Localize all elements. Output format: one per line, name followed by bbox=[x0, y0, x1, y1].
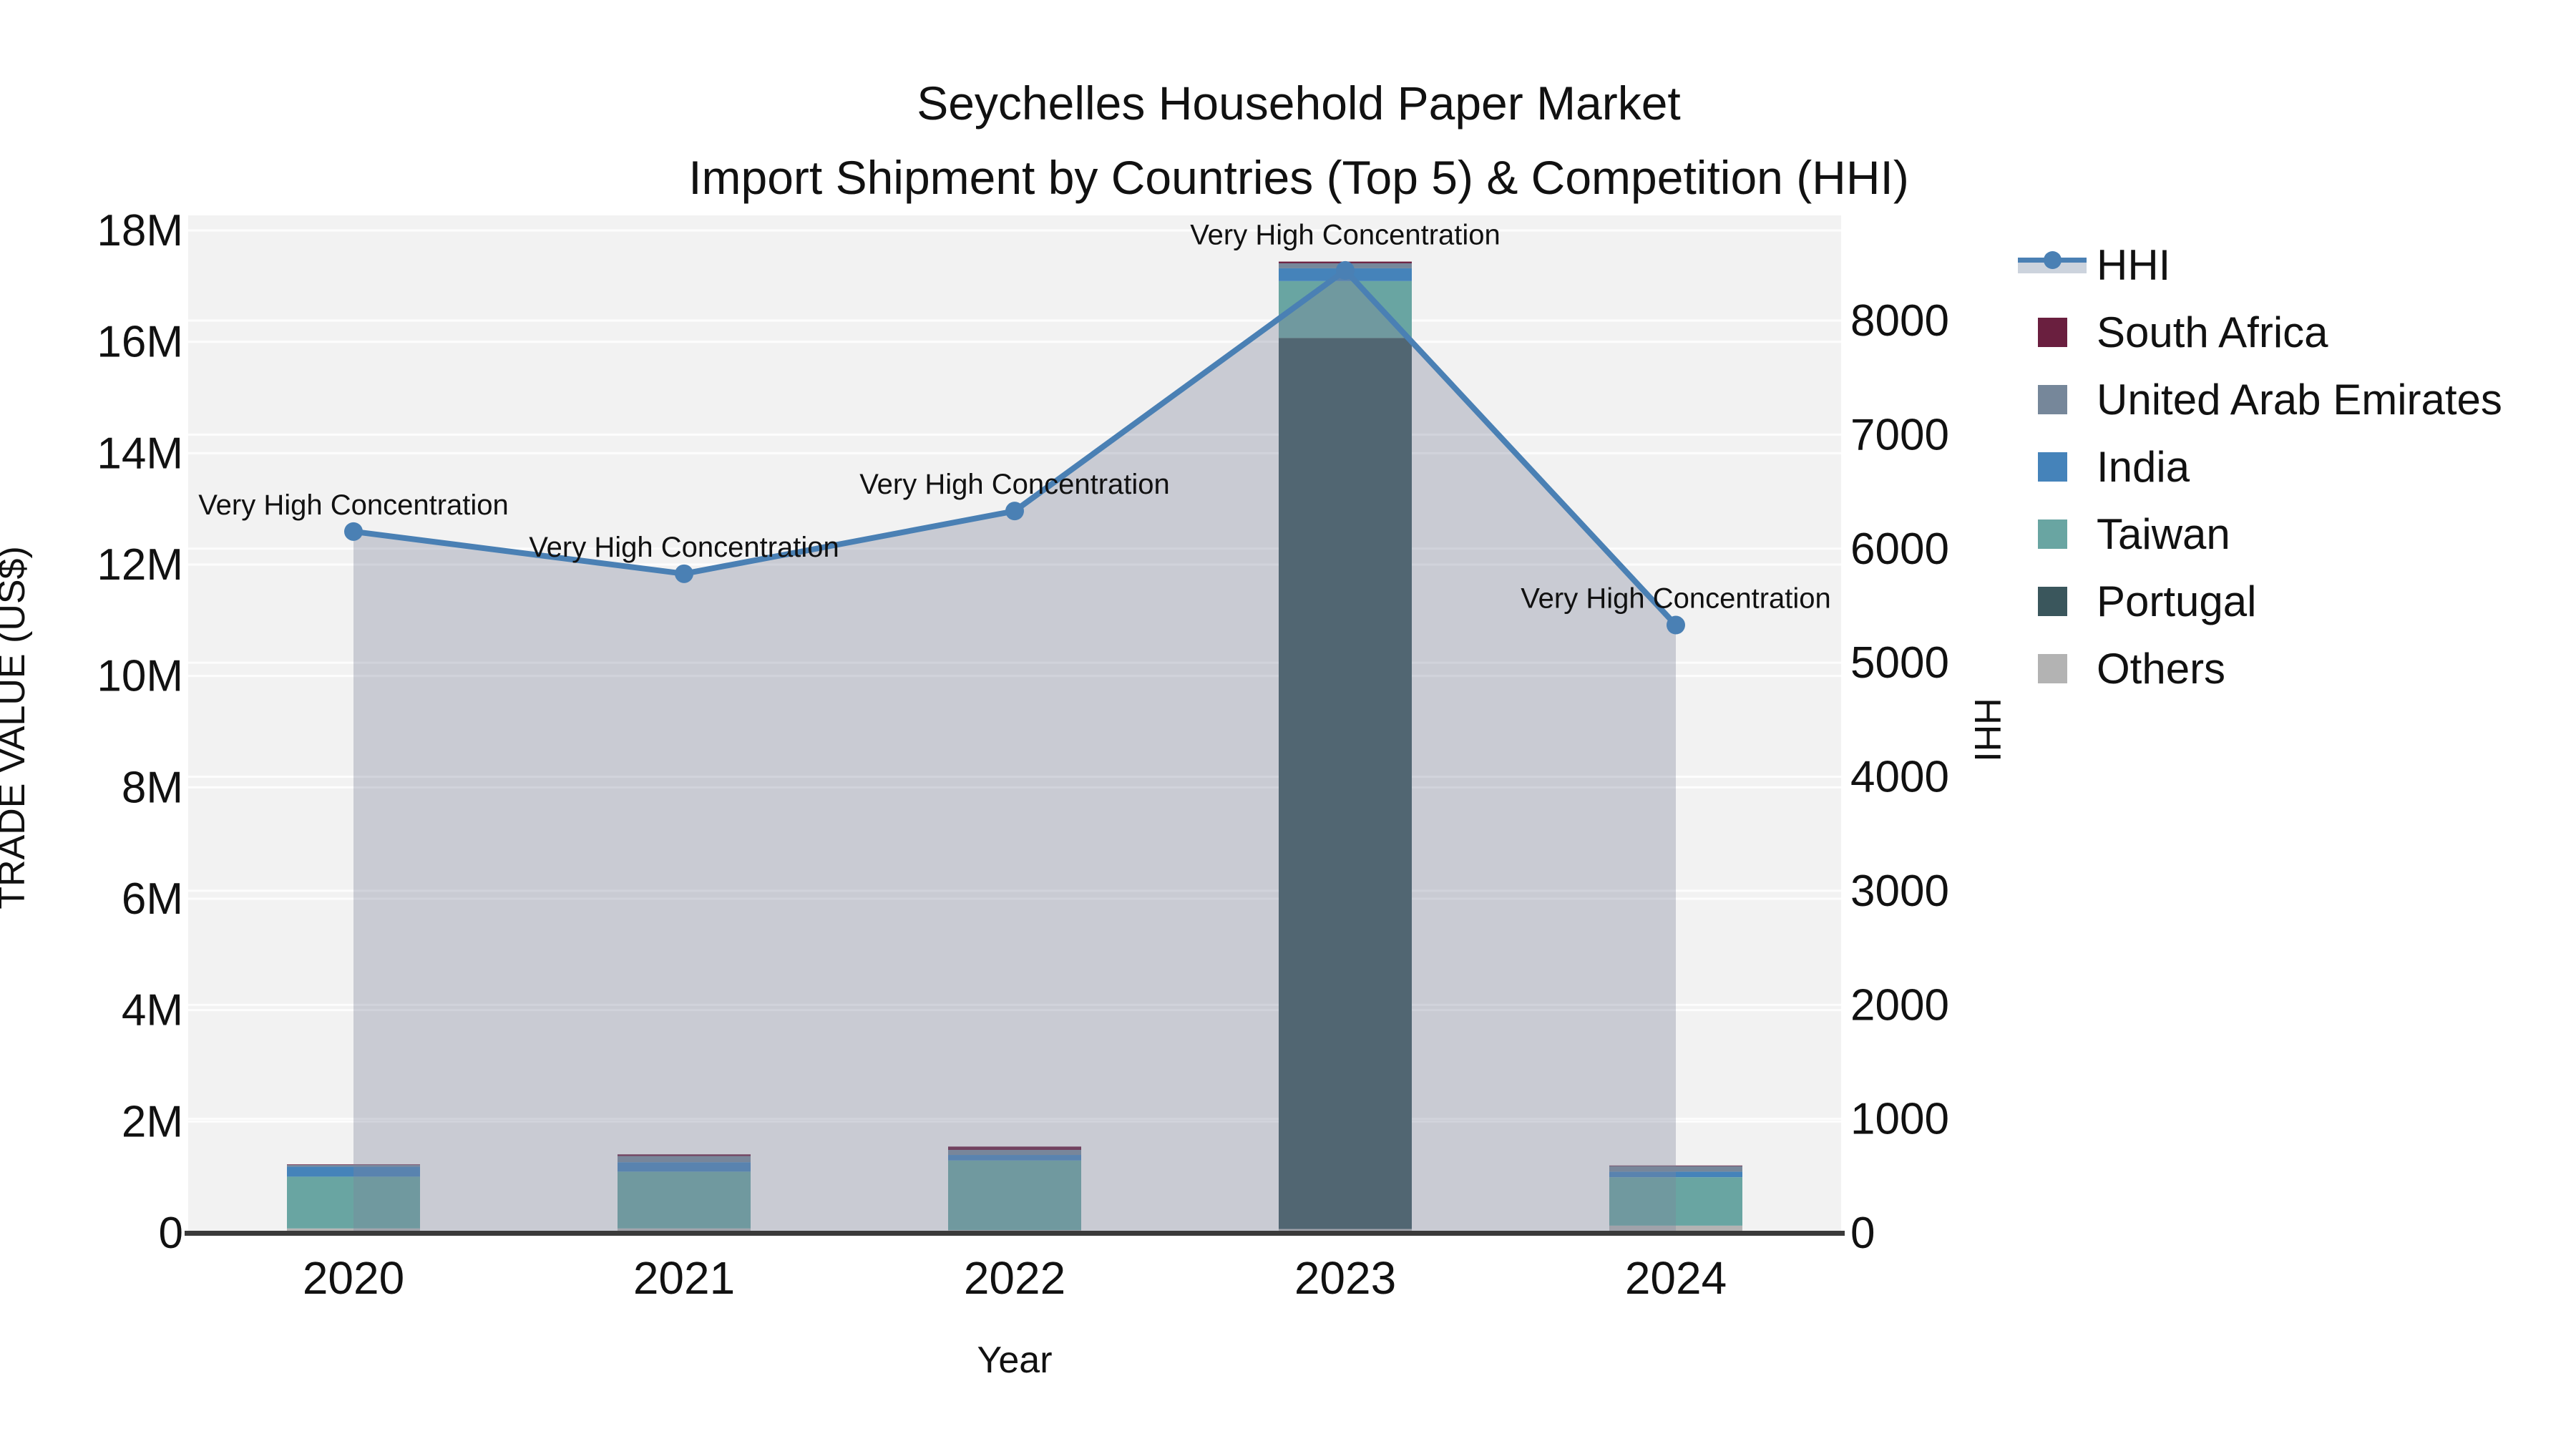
bar-segment-others bbox=[287, 1228, 420, 1233]
bar-segment-south-africa bbox=[287, 1164, 420, 1166]
legend-label: Portugal bbox=[2097, 577, 2257, 625]
chart-title: Seychelles Household Paper Market bbox=[917, 77, 1681, 130]
y-tick-label-left: 14M bbox=[97, 429, 183, 478]
x-tick-label: 2020 bbox=[303, 1252, 404, 1304]
bar-segment-others bbox=[1609, 1225, 1742, 1233]
bar-segment-south-africa bbox=[618, 1154, 751, 1156]
title-block: Seychelles Household Paper Market Import… bbox=[11, 66, 2576, 215]
chart-subtitle: Import Shipment by Countries (Top 5) & C… bbox=[688, 151, 1909, 204]
swatch-india bbox=[2037, 452, 2067, 482]
legend-label: Others bbox=[2097, 644, 2226, 693]
bar-segment-united-arab-emirates bbox=[287, 1165, 420, 1167]
annotation-text: Very High Concentration bbox=[198, 489, 509, 521]
color-swatch-icon bbox=[2018, 366, 2087, 433]
y-tick-label-right: 4000 bbox=[1850, 753, 1949, 802]
swatch-others bbox=[2037, 653, 2067, 683]
hhi-legend-glyph bbox=[2018, 250, 2087, 279]
legend-item-hhi: HHI bbox=[2018, 231, 2502, 298]
annotation-text: Very High Concentration bbox=[1190, 220, 1501, 251]
y-tick-label-right: 6000 bbox=[1850, 525, 1949, 574]
color-swatch-icon bbox=[2018, 567, 2087, 635]
x-tick-label: 2023 bbox=[1294, 1252, 1396, 1304]
y-tick-label-right: 7000 bbox=[1850, 410, 1949, 459]
bar-segment-portugal bbox=[1279, 338, 1412, 1229]
y-tick-label-right: 0 bbox=[1850, 1209, 1875, 1258]
legend-label: HHI bbox=[2097, 240, 2171, 289]
bar-segment-taiwan bbox=[287, 1176, 420, 1229]
swatch-united-arab-emirates bbox=[2037, 384, 2067, 414]
legend-item-south-africa: South Africa bbox=[2018, 298, 2502, 366]
y-tick-label-right: 3000 bbox=[1850, 867, 1949, 916]
bar-segment-south-africa bbox=[948, 1146, 1081, 1151]
y-tick-label-left: 2M bbox=[122, 1097, 183, 1146]
x-axis-line bbox=[185, 1231, 1845, 1236]
hhi-marker bbox=[1005, 502, 1024, 521]
y-tick-label-left: 12M bbox=[97, 540, 183, 590]
legend-item-india: India bbox=[2018, 433, 2502, 500]
y-tick-label-right: 1000 bbox=[1850, 1095, 1949, 1144]
bar-segment-india bbox=[1609, 1171, 1742, 1178]
swatch-taiwan bbox=[2037, 519, 2067, 549]
y-tick-label-left: 16M bbox=[97, 318, 183, 367]
legend-item-portugal: Portugal bbox=[2018, 567, 2502, 635]
legend-label: United Arab Emirates bbox=[2097, 375, 2502, 424]
bar-segment-others bbox=[618, 1228, 751, 1233]
y-tick-label-left: 0 bbox=[159, 1209, 183, 1258]
bar-segment-india bbox=[948, 1155, 1081, 1161]
bar-segment-taiwan bbox=[948, 1160, 1081, 1231]
y-axis-title-left: TRADE VALUE (US$) bbox=[0, 546, 33, 909]
color-swatch-icon bbox=[2018, 433, 2087, 500]
y-axis-title-right: HHI bbox=[1966, 698, 2008, 762]
swatch-portugal bbox=[2037, 586, 2067, 616]
x-axis-title: Year bbox=[977, 1340, 1052, 1381]
legend: HHI South Africa United Arab Emirates India… bbox=[2018, 231, 2502, 702]
y-tick-label-left: 18M bbox=[97, 206, 183, 255]
legend-item-united-arab-emirates: United Arab Emirates bbox=[2018, 366, 2502, 433]
hhi-marker bbox=[675, 564, 693, 583]
color-swatch-icon bbox=[2018, 635, 2087, 702]
color-swatch-icon bbox=[2018, 500, 2087, 567]
bar-segment-taiwan bbox=[1279, 280, 1412, 338]
bar-segment-taiwan bbox=[618, 1171, 751, 1229]
bar-segment-india bbox=[287, 1166, 420, 1177]
swatch-south-africa bbox=[2037, 317, 2067, 347]
hhi-area-fill bbox=[353, 270, 1676, 1233]
hhi-marker bbox=[1336, 260, 1355, 280]
y-tick-label-left: 10M bbox=[97, 652, 183, 701]
bar-segment-taiwan bbox=[1609, 1177, 1742, 1226]
bar-segment-united-arab-emirates bbox=[618, 1156, 751, 1163]
x-tick-label: 2024 bbox=[1625, 1252, 1727, 1304]
hhi-marker bbox=[344, 522, 363, 541]
x-tick-label: 2021 bbox=[633, 1252, 735, 1304]
bar-segment-united-arab-emirates bbox=[948, 1150, 1081, 1156]
y-tick-label-right: 2000 bbox=[1850, 980, 1949, 1030]
hhi-marker bbox=[1667, 615, 1685, 635]
legend-label: India bbox=[2097, 442, 2190, 491]
annotation-text: Very High Concentration bbox=[1521, 583, 1831, 615]
y-tick-label-right: 5000 bbox=[1850, 638, 1949, 688]
y-tick-label-left: 6M bbox=[122, 874, 183, 924]
y-tick-label-right: 8000 bbox=[1850, 296, 1949, 346]
bar-segment-united-arab-emirates bbox=[1609, 1166, 1742, 1172]
color-swatch-icon bbox=[2018, 298, 2087, 366]
hhi-marker-sample bbox=[2044, 251, 2062, 269]
bar-segment-india bbox=[618, 1162, 751, 1172]
legend-item-others: Others bbox=[2018, 635, 2502, 702]
legend-item-taiwan: Taiwan bbox=[2018, 500, 2502, 567]
y-tick-label-left: 4M bbox=[122, 986, 183, 1035]
annotation-text: Very High Concentration bbox=[859, 469, 1170, 500]
y-tick-label-left: 8M bbox=[122, 763, 183, 812]
hhi-line-sample-icon bbox=[2018, 231, 2087, 298]
plot-background bbox=[188, 215, 1841, 1233]
legend-label: Taiwan bbox=[2097, 509, 2230, 558]
annotation-text: Very High Concentration bbox=[529, 532, 839, 563]
legend-label: South Africa bbox=[2097, 308, 2328, 356]
x-tick-label: 2022 bbox=[964, 1252, 1065, 1304]
